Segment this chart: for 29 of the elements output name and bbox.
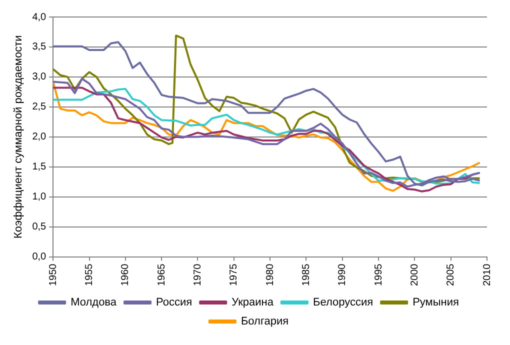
y-tick-label: 4,0 <box>32 12 47 23</box>
y-tick-label: 0,0 <box>32 252 47 263</box>
x-tick-label: 1955 <box>84 263 96 286</box>
legend-label: Украина <box>232 296 274 309</box>
legend-label: Белоруссия <box>312 296 374 309</box>
x-tick-label: 1965 <box>156 263 168 286</box>
x-tick-label: 1995 <box>373 263 384 286</box>
legend-label: Болгария <box>240 316 289 328</box>
x-tick-label: 2000 <box>409 263 420 286</box>
legend-label: Россия <box>156 296 192 309</box>
x-tick-label: 1980 <box>264 263 276 286</box>
y-tick-label: 3,5 <box>32 42 47 53</box>
x-tick-label: 1950 <box>48 263 59 286</box>
legend-label: Молдова <box>70 296 118 309</box>
x-tick-label: 2010 <box>482 263 493 286</box>
y-tick-label: 0,5 <box>32 222 47 233</box>
x-tick-label: 2005 <box>446 263 457 286</box>
x-tick-label: 1970 <box>192 263 204 286</box>
y-tick-label: 1,0 <box>32 192 47 203</box>
y-axis-title: Коэффициент суммарной рождаемости <box>12 35 25 238</box>
x-tick-label: 1990 <box>337 263 348 286</box>
legend-label: Румыния <box>412 296 459 309</box>
x-tick-label: 1985 <box>300 263 312 286</box>
y-tick-label: 1,5 <box>32 162 47 173</box>
y-tick-label: 2,5 <box>32 102 47 113</box>
x-tick-label: 1960 <box>120 263 132 286</box>
x-tick-label: 1975 <box>228 263 240 286</box>
y-tick-label: 2,0 <box>32 132 47 143</box>
y-tick-label: 3,0 <box>32 72 47 83</box>
